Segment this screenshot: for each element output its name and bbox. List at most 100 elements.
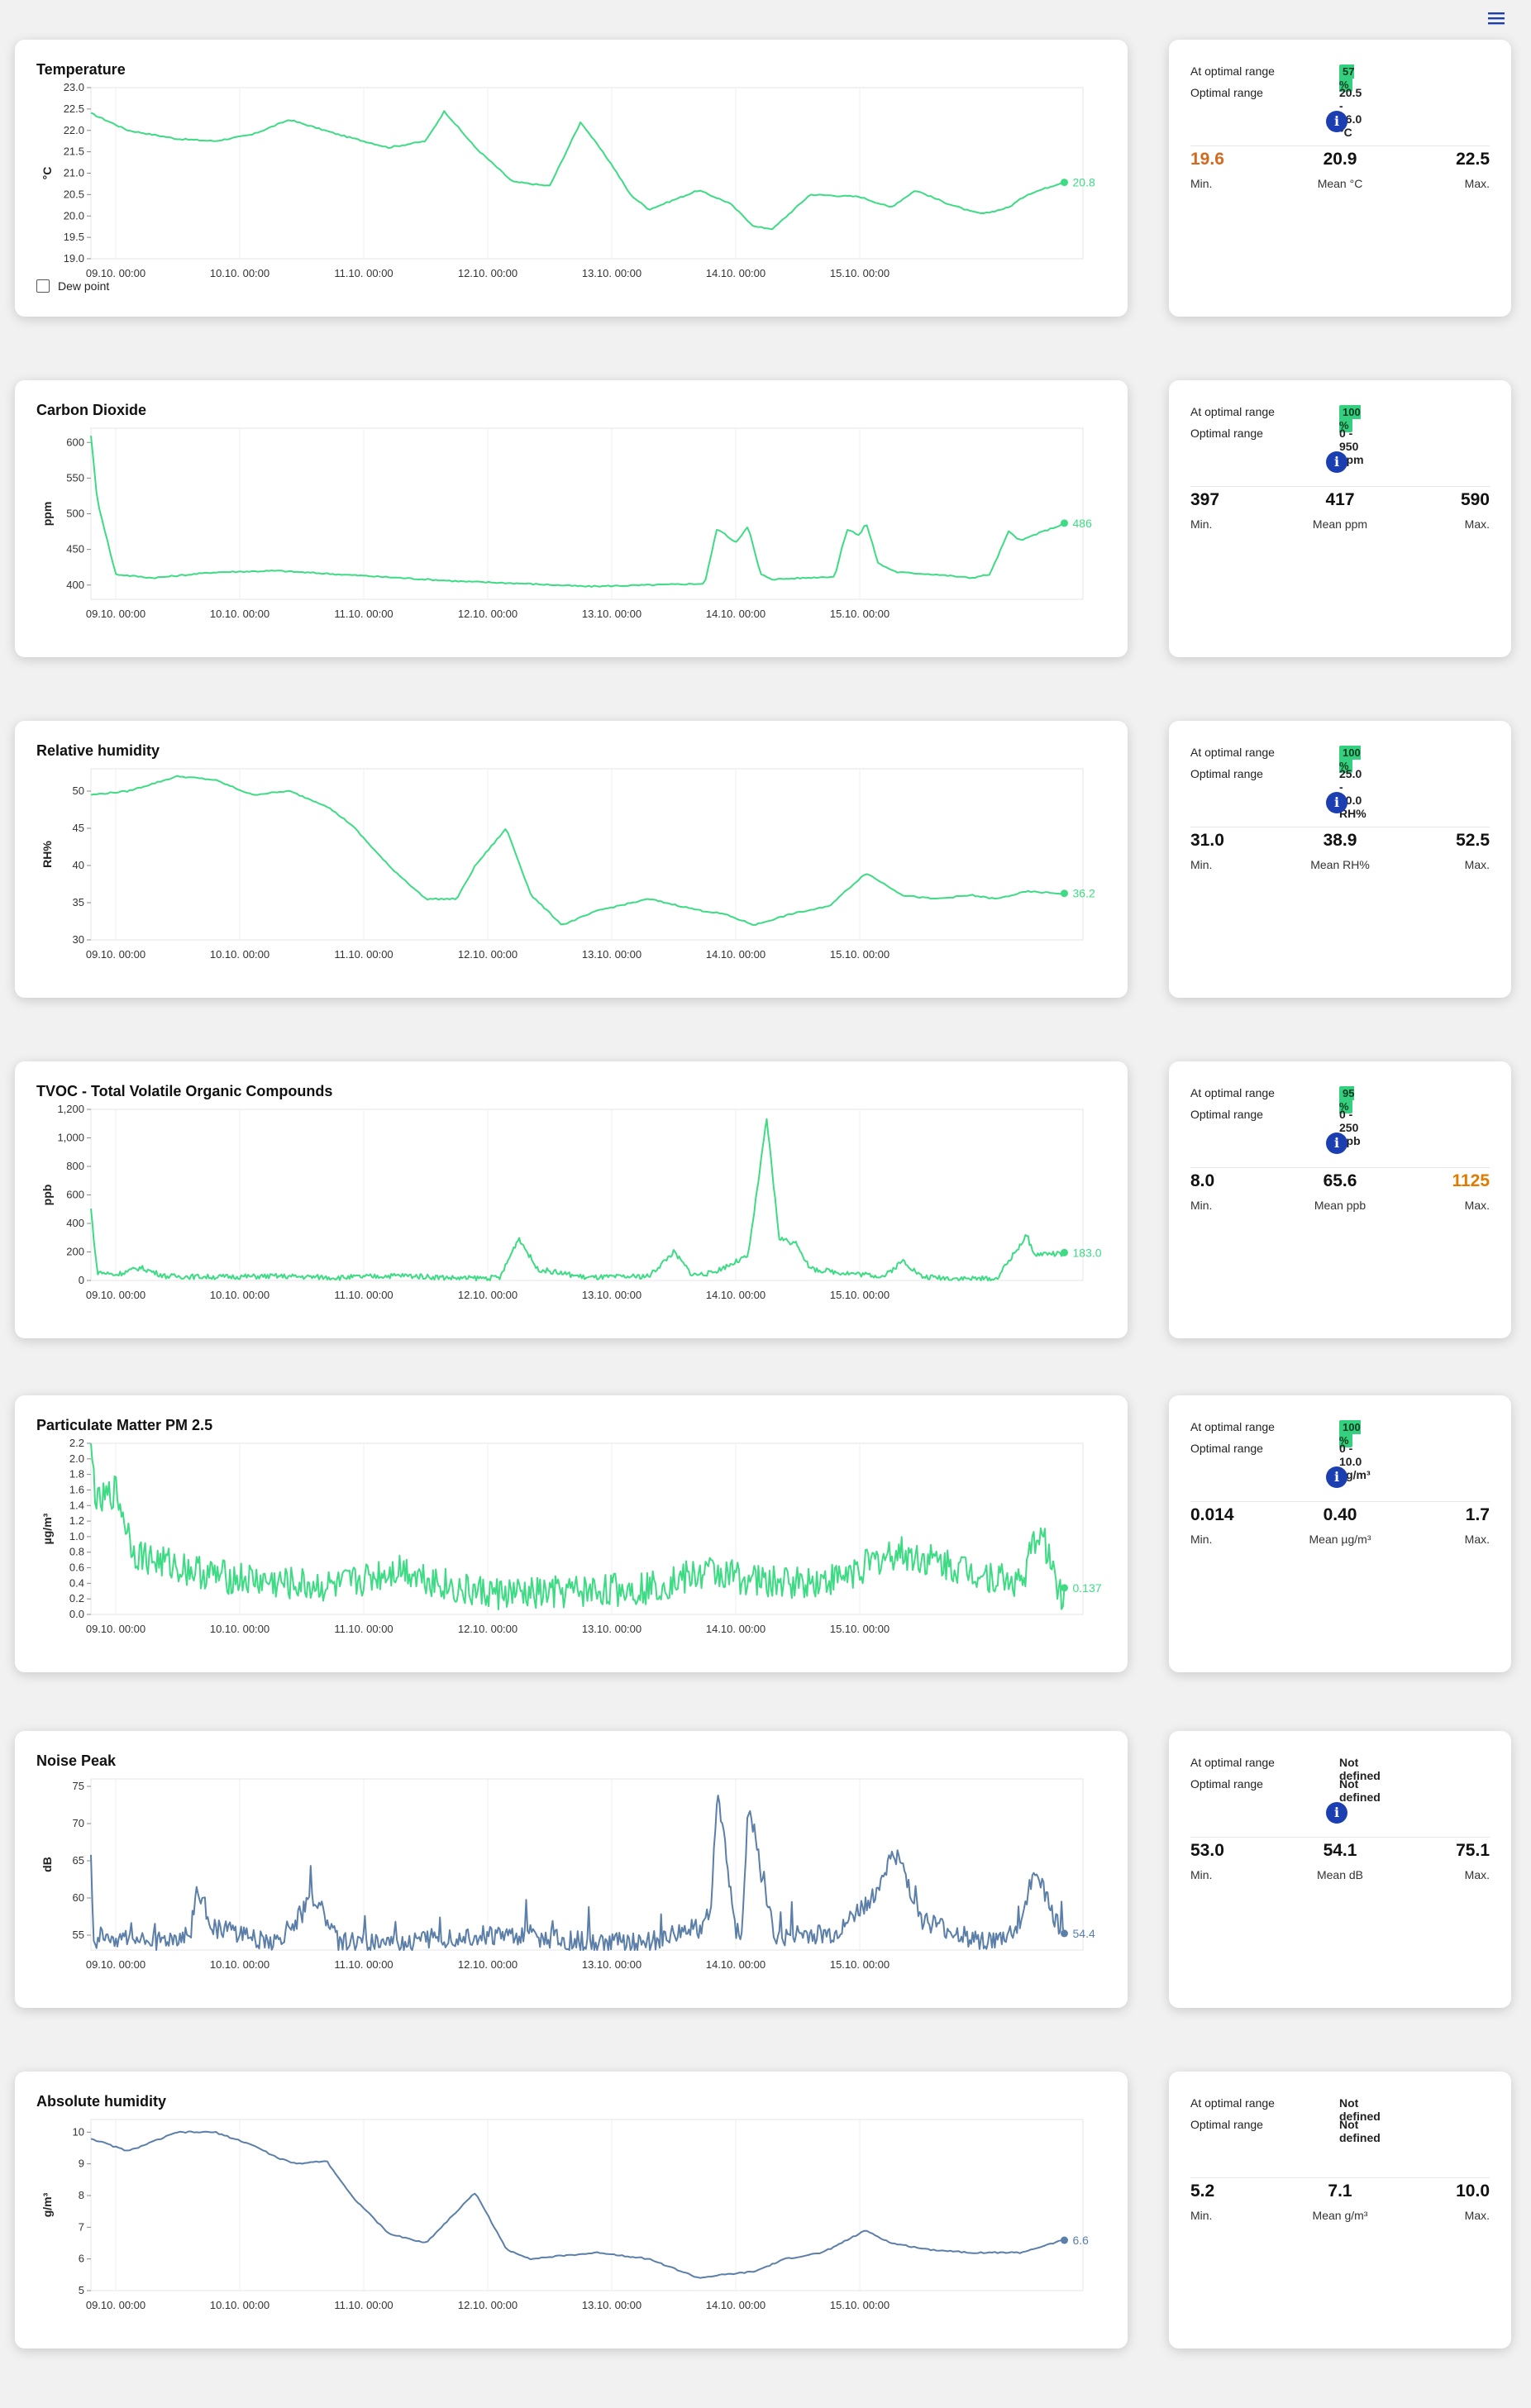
- x-tick-label: 15.10. 00:00: [830, 1958, 890, 1971]
- optimal-range-row: Optimal range Not defined: [1190, 1777, 1381, 1804]
- min-label: Min.: [1190, 517, 1213, 531]
- y-tick-label: 65: [73, 1854, 84, 1867]
- max-value: 75.1: [1456, 1841, 1490, 1860]
- chart-card: Absolute humidity 09.10. 00:00 10.10. 00:0…: [15, 2072, 1128, 2348]
- y-tick-label: 22.0: [64, 124, 84, 136]
- at-optimal-value: 57 %: [1339, 64, 1355, 92]
- max-label: Max.: [1464, 177, 1490, 190]
- stats-card: At optimal range Not defined Optimal range…: [1169, 1731, 1511, 2008]
- x-tick-label: 14.10. 00:00: [706, 1958, 766, 1971]
- hamburger-menu-icon[interactable]: [1486, 10, 1506, 26]
- mean-label: Mean ppm: [1312, 517, 1368, 531]
- y-tick-label: 1.6: [69, 1483, 84, 1495]
- series-line[interactable]: [90, 1795, 1066, 1951]
- at-optimal-value: 100 %: [1339, 1420, 1361, 1447]
- line-chart[interactable]: 09.10. 00:00 10.10. 00:00 11.10. 00:00 12.1…: [15, 40, 1128, 317]
- x-tick-label: 12.10. 00:00: [458, 2299, 517, 2311]
- y-tick-label: 450: [66, 543, 84, 556]
- x-tick-label: 15.10. 00:00: [830, 2299, 890, 2311]
- max-label: Max.: [1464, 858, 1490, 871]
- x-tick-label: 12.10. 00:00: [458, 1289, 517, 1301]
- series-line[interactable]: [90, 436, 1065, 588]
- y-tick-label: 35: [73, 896, 84, 908]
- optimal-range-label: Optimal range: [1190, 2118, 1263, 2131]
- y-tick-label: 500: [66, 508, 84, 520]
- info-icon[interactable]: i: [1326, 1802, 1347, 1824]
- info-icon[interactable]: i: [1326, 792, 1347, 813]
- line-chart[interactable]: 09.10. 00:00 10.10. 00:00 11.10. 00:00 12.1…: [15, 1731, 1128, 2008]
- x-tick-label: 09.10. 00:00: [86, 1289, 145, 1301]
- y-tick-label: 0.4: [69, 1576, 84, 1589]
- info-icon[interactable]: i: [1326, 451, 1347, 473]
- at-optimal-label: At optimal range: [1190, 64, 1275, 78]
- x-tick-label: 11.10. 00:00: [334, 267, 393, 279]
- last-value-label: 486: [1073, 517, 1093, 530]
- chart-card: Relative humidity 09.10. 00:00 10.10. 00:0…: [15, 721, 1128, 998]
- x-tick-label: 14.10. 00:00: [706, 1289, 766, 1301]
- last-point-marker: [1061, 1248, 1068, 1256]
- x-tick-label: 10.10. 00:00: [210, 1958, 269, 1971]
- line-chart[interactable]: 09.10. 00:00 10.10. 00:00 11.10. 00:00 12.1…: [15, 721, 1128, 998]
- optimal-range-label: Optimal range: [1190, 1442, 1263, 1455]
- x-tick-label: 09.10. 00:00: [86, 608, 145, 620]
- line-chart[interactable]: 09.10. 00:00 10.10. 00:00 11.10. 00:00 12.1…: [15, 1395, 1128, 1672]
- y-tick-label: 400: [66, 579, 84, 591]
- x-tick-label: 10.10. 00:00: [210, 1623, 269, 1635]
- at-optimal-label: At optimal range: [1190, 1420, 1275, 1433]
- checkbox-icon[interactable]: [36, 279, 50, 293]
- optimal-range-label: Optimal range: [1190, 1777, 1263, 1791]
- last-point-marker: [1061, 1584, 1068, 1592]
- mean-label: Mean µg/m³: [1309, 1533, 1371, 1546]
- line-chart[interactable]: 09.10. 00:00 10.10. 00:00 11.10. 00:00 12.1…: [15, 2072, 1128, 2348]
- y-tick-label: 20.5: [64, 188, 84, 200]
- max-value: 1.7: [1465, 1505, 1490, 1524]
- chart-title: Temperature: [36, 61, 126, 78]
- stats-card: At optimal range 100 % Optimal range 25.0 -…: [1169, 721, 1511, 998]
- y-tick-label: 40: [73, 859, 84, 871]
- chart-card: Temperature 09.10. 00:00 10.10. 00:00 11.10…: [15, 40, 1128, 317]
- x-tick-label: 14.10. 00:00: [706, 2299, 766, 2311]
- y-tick-label: 19.5: [64, 231, 84, 243]
- series-line[interactable]: [90, 2130, 1065, 2279]
- max-label: Max.: [1464, 1199, 1490, 1212]
- plot-frame: [90, 2119, 1084, 2291]
- y-tick-label: 8: [79, 2189, 84, 2201]
- at-optimal-label: At optimal range: [1190, 405, 1275, 418]
- at-optimal-row: At optimal range Not defined: [1190, 1756, 1381, 1782]
- series-line[interactable]: [90, 110, 1065, 231]
- info-icon[interactable]: i: [1326, 1466, 1347, 1488]
- last-point-marker: [1061, 1929, 1068, 1938]
- series-line[interactable]: [90, 775, 1065, 926]
- series-line[interactable]: [90, 1442, 1066, 1610]
- dew-point-checkbox[interactable]: Dew point: [36, 279, 109, 293]
- info-icon[interactable]: i: [1326, 1132, 1347, 1154]
- x-tick-label: 12.10. 00:00: [458, 608, 517, 620]
- y-tick-label: 6: [79, 2253, 84, 2265]
- x-tick-label: 09.10. 00:00: [86, 948, 145, 961]
- series-line[interactable]: [90, 1118, 1066, 1281]
- line-chart[interactable]: 09.10. 00:00 10.10. 00:00 11.10. 00:00 12.1…: [15, 380, 1128, 657]
- y-tick-label: 10: [73, 2125, 84, 2138]
- stats-card: At optimal range 100 % Optimal range 0 - 10…: [1169, 1395, 1511, 1672]
- min-value: 0.014: [1190, 1505, 1234, 1524]
- x-tick-label: 11.10. 00:00: [334, 608, 393, 620]
- optimal-range-label: Optimal range: [1190, 767, 1263, 780]
- at-optimal-badge: Not defined: [1339, 1756, 1381, 1782]
- mean-value: 7.1: [1328, 2182, 1352, 2201]
- mean-label: Mean RH%: [1310, 858, 1370, 871]
- mean-value: 417: [1325, 490, 1355, 509]
- at-optimal-value: 100 %: [1339, 405, 1361, 432]
- y-tick-label: 30: [73, 933, 84, 946]
- y-axis-title: °C: [41, 167, 54, 180]
- divider: [1190, 1501, 1490, 1502]
- info-icon[interactable]: i: [1326, 111, 1347, 132]
- max-label: Max.: [1464, 1533, 1490, 1546]
- optimal-range-row: Optimal range 0 - 10.0 µg/m³: [1190, 1442, 1371, 1481]
- divider: [1190, 1167, 1490, 1168]
- max-value: 22.5: [1456, 150, 1490, 169]
- at-optimal-label: At optimal range: [1190, 2096, 1275, 2110]
- x-tick-label: 10.10. 00:00: [210, 267, 269, 279]
- min-label: Min.: [1190, 1868, 1213, 1881]
- line-chart[interactable]: 09.10. 00:00 10.10. 00:00 11.10. 00:00 12.1…: [15, 1061, 1128, 1338]
- last-point-marker: [1061, 889, 1068, 898]
